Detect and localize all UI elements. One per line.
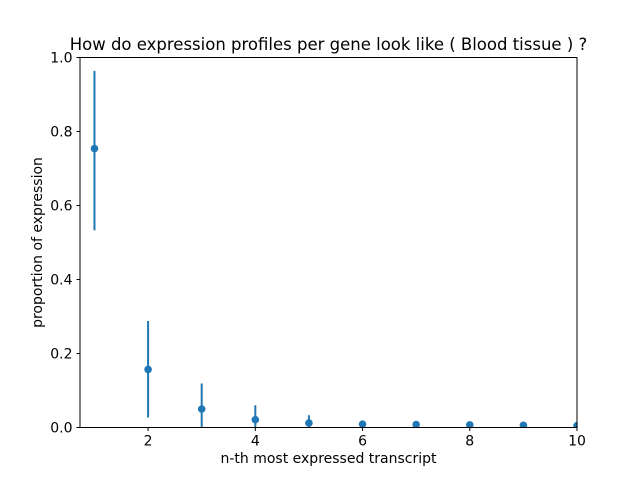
data-series (90, 70, 578, 428)
plot-area-border (79, 57, 578, 428)
x-tick-label: 4 (251, 434, 260, 450)
y-axis-label: proportion of expression (30, 157, 46, 328)
x-tick-label: 8 (465, 434, 474, 450)
x-axis: 2 4 6 8 10 (144, 427, 586, 450)
data-point-marker (197, 405, 206, 413)
y-tick-label: 0.6 (50, 199, 72, 215)
chart-title: How do expression profiles per gene look… (70, 35, 588, 54)
x-tick-label: 6 (358, 434, 367, 450)
x-tick-label: 10 (568, 434, 586, 450)
data-point-marker (358, 420, 367, 428)
data-point-marker (305, 419, 313, 427)
data-point-marker (465, 421, 474, 428)
y-tick-label: 0.0 (50, 421, 72, 437)
data-point-marker (144, 365, 152, 374)
x-tick-label: 2 (144, 434, 153, 450)
data-point-marker (412, 420, 420, 428)
data-point-marker (90, 144, 99, 153)
y-tick-label: 1.0 (50, 51, 72, 67)
y-tick-label: 0.4 (50, 273, 72, 289)
x-axis-label: n-th most expressed transcript (220, 451, 437, 467)
data-point-marker (519, 421, 528, 428)
y-tick-label: 0.8 (50, 125, 72, 141)
y-tick-label: 0.2 (50, 347, 72, 363)
data-point-marker (251, 415, 260, 424)
y-axis: 0.0 0.2 0.4 0.6 0.8 1.0 (50, 51, 80, 437)
